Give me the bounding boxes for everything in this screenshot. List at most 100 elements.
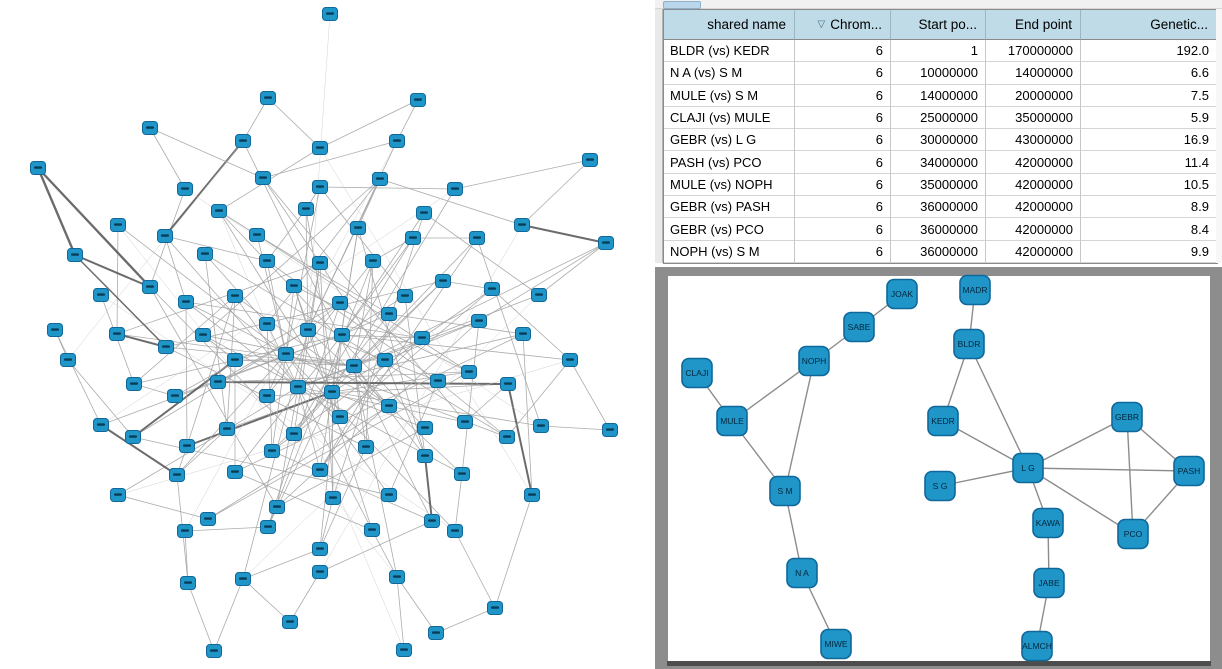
network-edge[interactable] — [319, 186, 456, 190]
subnetwork-edge[interactable] — [968, 343, 1029, 469]
network-edge[interactable] — [36, 166, 152, 289]
network-edge[interactable] — [266, 383, 509, 397]
network-edge[interactable] — [266, 260, 374, 397]
network-edge[interactable] — [54, 329, 102, 426]
network-edge[interactable] — [117, 494, 209, 520]
subnetwork-node[interactable]: KEDR — [927, 405, 959, 437]
subnetwork-node[interactable]: JABE — [1033, 567, 1065, 599]
network-node[interactable] — [499, 430, 515, 444]
table-cell-shared-name[interactable]: CLAJI (vs) MULE — [664, 106, 795, 130]
network-edge[interactable] — [267, 302, 341, 528]
network-node[interactable] — [524, 488, 540, 502]
network-edge[interactable] — [100, 424, 178, 476]
table-cell-genetic-distance[interactable]: 11.4 — [1081, 151, 1217, 174]
table-cell-start-position[interactable]: 36000000 — [891, 218, 986, 241]
network-edge[interactable] — [297, 386, 373, 531]
network-edge[interactable] — [271, 450, 433, 522]
network-edge[interactable] — [331, 391, 542, 427]
network-node[interactable] — [227, 289, 243, 303]
table-cell-chromosome[interactable]: 6 — [795, 40, 891, 63]
network-node[interactable] — [93, 418, 109, 432]
network-node[interactable] — [259, 317, 275, 331]
network-edge[interactable] — [133, 295, 236, 385]
network-edge[interactable] — [341, 237, 414, 336]
network-node[interactable] — [372, 172, 388, 186]
table-cell-end-point[interactable]: 43000000 — [986, 129, 1081, 152]
network-node[interactable] — [259, 389, 275, 403]
network-edge[interactable] — [437, 380, 508, 438]
network-edge[interactable] — [242, 548, 321, 580]
network-node[interactable] — [67, 248, 83, 262]
network-node[interactable] — [312, 542, 328, 556]
network-edge[interactable] — [384, 320, 480, 361]
network-edge[interactable] — [319, 520, 433, 573]
network-edge[interactable] — [149, 286, 278, 508]
sort-filter-icon[interactable]: ▽ — [817, 18, 826, 30]
network-edge[interactable] — [371, 529, 398, 578]
network-edge[interactable] — [132, 436, 390, 496]
network-node[interactable] — [389, 134, 405, 148]
table-cell-end-point[interactable]: 42000000 — [986, 196, 1081, 219]
subnetwork-edge[interactable] — [784, 360, 815, 492]
table-cell-chromosome[interactable]: 6 — [795, 218, 891, 241]
column-header-shared-name[interactable]: shared name — [664, 10, 795, 40]
network-edge[interactable] — [267, 260, 374, 528]
network-edge[interactable] — [100, 188, 456, 426]
network-node[interactable] — [324, 385, 340, 399]
network-edge[interactable] — [176, 353, 287, 476]
network-node[interactable] — [454, 467, 470, 481]
network-edge[interactable] — [319, 99, 419, 149]
table-cell-end-point[interactable]: 42000000 — [986, 218, 1081, 241]
network-node[interactable] — [365, 254, 381, 268]
network-node[interactable] — [598, 236, 614, 250]
network-node[interactable] — [312, 180, 328, 194]
network-edge[interactable] — [217, 329, 309, 383]
network-node[interactable] — [142, 280, 158, 294]
network-edge[interactable] — [540, 425, 611, 431]
network-node[interactable] — [235, 134, 251, 148]
network-edge[interactable] — [491, 288, 571, 361]
network-node[interactable] — [428, 626, 444, 640]
network-node[interactable] — [300, 323, 316, 337]
network-edge[interactable] — [319, 237, 478, 471]
network-node[interactable] — [312, 141, 328, 155]
network-node[interactable] — [142, 121, 158, 135]
column-header-chromosome[interactable]: ▽ Chrom... — [795, 10, 891, 40]
network-edge[interactable] — [116, 224, 119, 335]
table-cell-start-position[interactable]: 30000000 — [891, 129, 986, 152]
network-node[interactable] — [515, 327, 531, 341]
network-edge[interactable] — [297, 386, 321, 471]
table-cell-end-point[interactable]: 35000000 — [986, 106, 1081, 130]
network-node[interactable] — [312, 565, 328, 579]
network-node[interactable] — [416, 206, 432, 220]
table-cell-start-position[interactable]: 36000000 — [891, 240, 986, 263]
subnetwork-node[interactable]: N A — [786, 557, 818, 589]
network-edge[interactable] — [184, 188, 542, 427]
table-cell-shared-name[interactable]: PASH (vs) PCO — [664, 151, 795, 174]
network-node[interactable] — [200, 512, 216, 526]
network-edge[interactable] — [331, 359, 386, 393]
network-edge[interactable] — [494, 494, 533, 609]
network-edge[interactable] — [396, 576, 405, 651]
network-edge[interactable] — [305, 208, 309, 331]
network-edge[interactable] — [388, 313, 524, 335]
table-cell-shared-name[interactable]: MULE (vs) NOPH — [664, 173, 795, 197]
network-node[interactable] — [312, 463, 328, 477]
network-node[interactable] — [286, 279, 302, 293]
network-node[interactable] — [157, 229, 173, 243]
network-edge[interactable] — [271, 353, 287, 452]
network-edge[interactable] — [117, 359, 571, 496]
network-edge[interactable] — [442, 280, 493, 290]
table-cell-genetic-distance[interactable]: 8.4 — [1081, 218, 1217, 241]
network-node[interactable] — [381, 307, 397, 321]
subnetwork-node[interactable]: MULE — [716, 405, 748, 437]
network-node[interactable] — [227, 465, 243, 479]
network-node[interactable] — [417, 449, 433, 463]
network-node[interactable] — [461, 365, 477, 379]
network-node[interactable] — [260, 520, 276, 534]
network-edge[interactable] — [164, 140, 244, 237]
network-node[interactable] — [227, 353, 243, 367]
network-node[interactable] — [469, 231, 485, 245]
table-cell-genetic-distance[interactable]: 6.6 — [1081, 62, 1217, 85]
network-edge[interactable] — [289, 571, 321, 623]
